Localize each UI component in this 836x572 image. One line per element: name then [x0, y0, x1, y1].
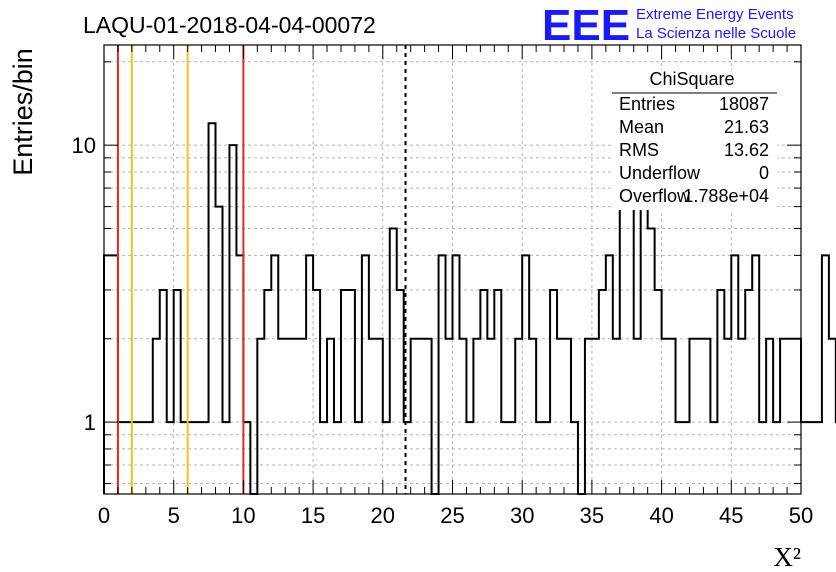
stats-value: 1.788e+04: [683, 186, 769, 206]
eee-logo: EEE: [542, 1, 630, 50]
logo-line-1: Extreme Energy Events: [636, 6, 794, 23]
y-tick-label: 1: [84, 410, 96, 435]
x-tick-label: 25: [440, 503, 464, 528]
marker-lines: [116, 45, 407, 494]
stats-value: 21.63: [724, 117, 769, 137]
logo-line-2: La Scienza nelle Scuole: [636, 25, 796, 42]
x-tick-label: 35: [580, 503, 604, 528]
stats-value: 18087: [719, 94, 769, 114]
x-tick-label: 30: [510, 503, 534, 528]
x-tick-label: 5: [168, 503, 180, 528]
stats-value: 0: [759, 163, 769, 183]
stats-label: Mean: [619, 117, 664, 137]
stats-label: Underflow: [619, 163, 701, 183]
axes: 0 5 10 15 20 25 30 35 40 45 50 1 10: [72, 45, 813, 528]
stats-label: RMS: [619, 140, 659, 160]
stats-label: Entries: [619, 94, 675, 114]
y-tick-label: 10: [72, 133, 96, 158]
chart-title: LAQU-01-2018-04-04-00072: [83, 12, 376, 38]
x-tick-label: 0: [98, 503, 110, 528]
x-tick-label: 20: [371, 503, 395, 528]
y-axis-label: Entries/bin: [8, 48, 38, 176]
x-tick-label: 50: [789, 503, 813, 528]
x-axis-label: X²: [773, 542, 801, 572]
stats-label: Overflow: [619, 186, 691, 206]
stats-value: 13.62: [724, 140, 769, 160]
stats-box: ChiSquare Entries 18087 Mean 21.63 RMS 1…: [612, 69, 777, 210]
x-tick-label: 40: [649, 503, 673, 528]
x-tick-label: 45: [719, 503, 743, 528]
stats-title: ChiSquare: [649, 69, 734, 89]
x-tick-label: 15: [301, 503, 325, 528]
x-tick-label: 10: [231, 503, 255, 528]
